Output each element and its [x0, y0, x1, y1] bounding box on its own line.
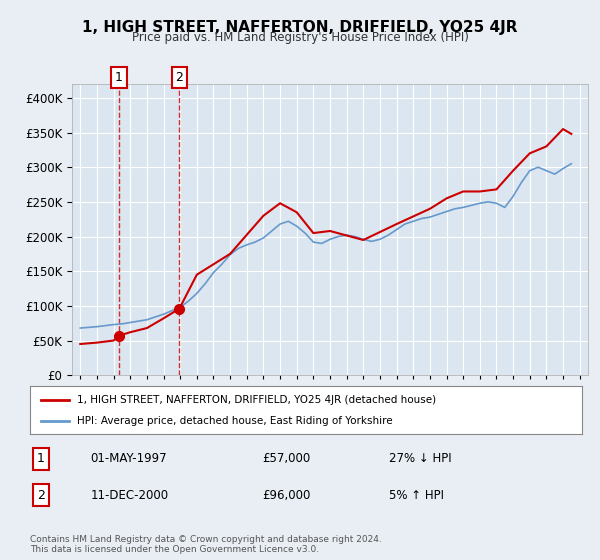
Text: 1: 1	[37, 452, 45, 465]
Text: 11-DEC-2000: 11-DEC-2000	[91, 489, 169, 502]
Text: Contains HM Land Registry data © Crown copyright and database right 2024.
This d: Contains HM Land Registry data © Crown c…	[30, 535, 382, 554]
Text: 1, HIGH STREET, NAFFERTON, DRIFFIELD, YO25 4JR (detached house): 1, HIGH STREET, NAFFERTON, DRIFFIELD, YO…	[77, 395, 436, 405]
Text: Price paid vs. HM Land Registry's House Price Index (HPI): Price paid vs. HM Land Registry's House …	[131, 31, 469, 44]
Text: £57,000: £57,000	[262, 452, 310, 465]
Text: 2: 2	[175, 71, 183, 84]
Text: HPI: Average price, detached house, East Riding of Yorkshire: HPI: Average price, detached house, East…	[77, 416, 392, 426]
Text: 1: 1	[115, 71, 123, 84]
Text: £96,000: £96,000	[262, 489, 310, 502]
Text: 27% ↓ HPI: 27% ↓ HPI	[389, 452, 451, 465]
Text: 1, HIGH STREET, NAFFERTON, DRIFFIELD, YO25 4JR: 1, HIGH STREET, NAFFERTON, DRIFFIELD, YO…	[82, 20, 518, 35]
Text: 2: 2	[37, 489, 45, 502]
Text: 5% ↑ HPI: 5% ↑ HPI	[389, 489, 444, 502]
Text: 01-MAY-1997: 01-MAY-1997	[91, 452, 167, 465]
